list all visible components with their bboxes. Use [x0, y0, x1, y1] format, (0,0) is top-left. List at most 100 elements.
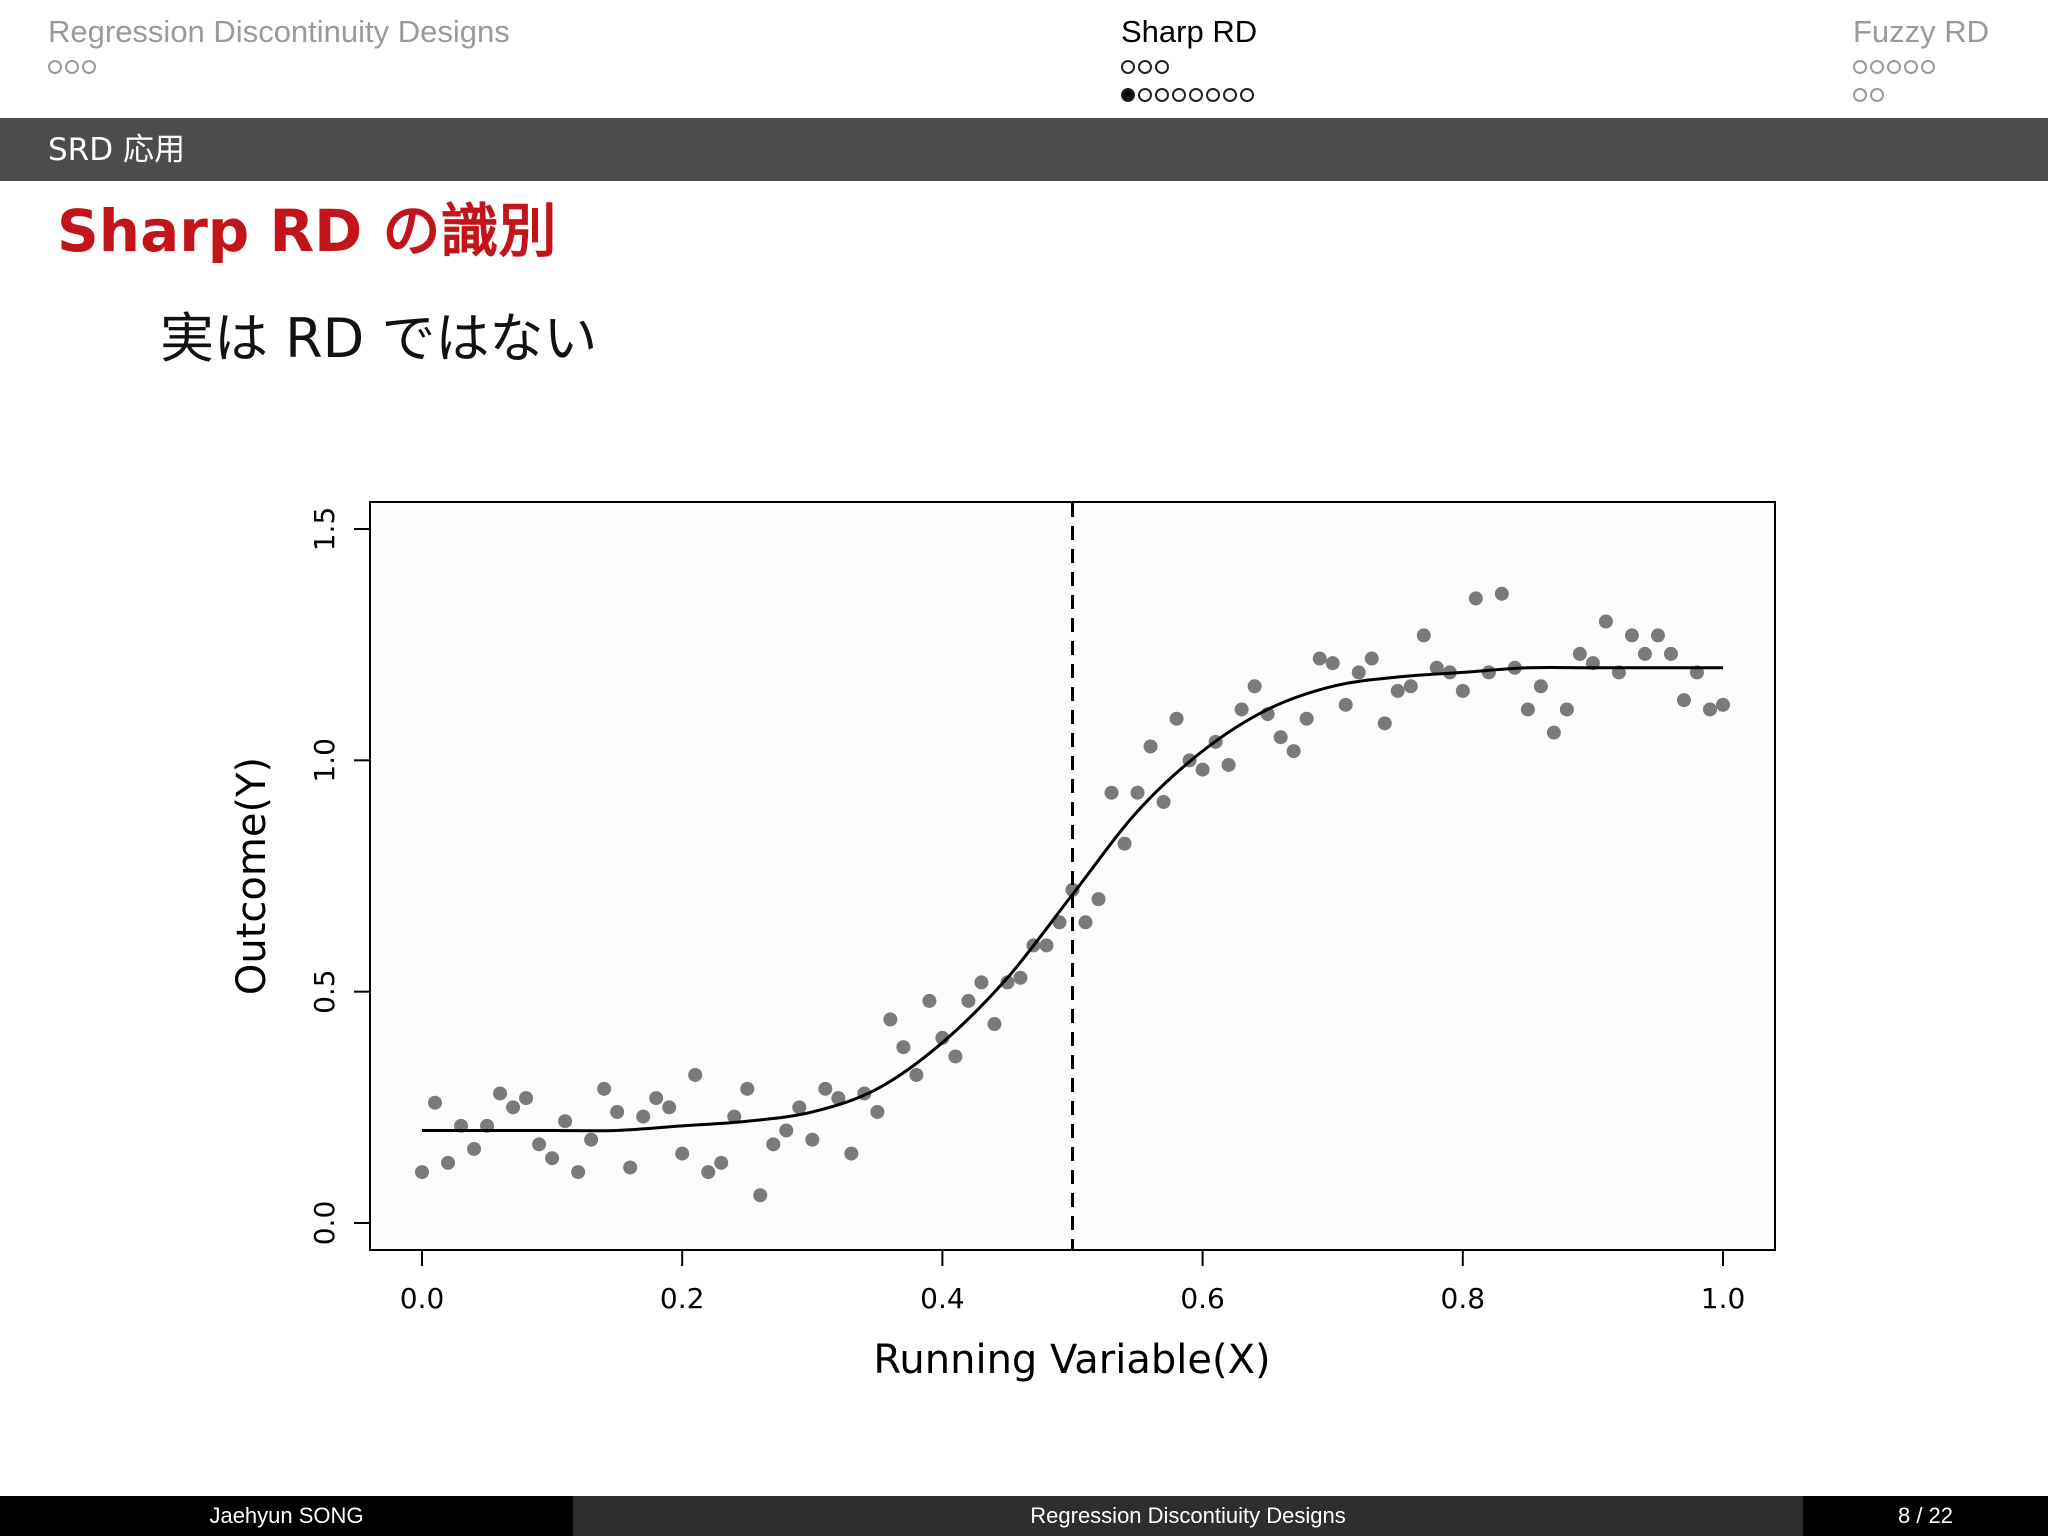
data-point [1156, 794, 1171, 809]
nav-section-fuzzy-rd[interactable]: Fuzzy RD [1853, 14, 1989, 106]
data-point [519, 1091, 534, 1106]
slide-dot[interactable] [1887, 60, 1901, 74]
data-point [1273, 730, 1288, 745]
data-point [649, 1091, 664, 1106]
slide-dot[interactable] [1870, 60, 1884, 74]
slide-dot[interactable] [1870, 88, 1884, 102]
nav-dots-row [1853, 56, 1989, 78]
nav-section-regression-discontinuity-designs[interactable]: Regression Discontinuity Designs [48, 14, 510, 78]
data-point [1169, 711, 1184, 726]
data-point [1637, 646, 1652, 661]
data-point [1676, 693, 1691, 708]
data-point [961, 993, 976, 1008]
nav-section-title[interactable]: Sharp RD [1121, 14, 1258, 49]
footer-title: Regression Discontiuity Designs [573, 1496, 1803, 1536]
nav-dots-row [1853, 84, 1989, 106]
data-point [1416, 628, 1431, 643]
footer-page-number: 8 / 22 [1803, 1496, 2048, 1536]
y-tick-label: 0.0 [308, 1201, 341, 1246]
nav-section-title[interactable]: Fuzzy RD [1853, 14, 1990, 49]
data-point [1546, 725, 1561, 740]
data-point [727, 1109, 742, 1124]
data-point [948, 1049, 963, 1064]
data-point [1091, 892, 1106, 907]
data-point [662, 1100, 677, 1115]
data-point [441, 1155, 456, 1170]
x-tick-label: 0.2 [660, 1282, 705, 1315]
slide-dot[interactable] [1223, 88, 1237, 102]
slide-dot[interactable] [65, 60, 79, 74]
x-axis-label: Running Variable(X) [873, 1337, 1270, 1383]
data-point [805, 1132, 820, 1147]
data-point [1143, 739, 1158, 754]
data-point [909, 1067, 924, 1082]
slide-dot[interactable] [1155, 88, 1169, 102]
data-point [1104, 785, 1119, 800]
data-point [1065, 882, 1080, 897]
nav-section-sharp-rd[interactable]: Sharp RD [1121, 14, 1257, 106]
slide-dot[interactable] [1240, 88, 1254, 102]
data-point [1078, 915, 1093, 930]
data-point [1195, 762, 1210, 777]
y-tick-label: 1.0 [308, 738, 341, 783]
data-point [1013, 970, 1028, 985]
data-point [1234, 702, 1249, 717]
data-point [974, 975, 989, 990]
slide-dot[interactable] [1189, 88, 1203, 102]
data-point [740, 1081, 755, 1096]
data-point [792, 1100, 807, 1115]
data-point [1559, 702, 1574, 717]
data-point [1716, 697, 1730, 712]
current-slide-dot[interactable] [1121, 88, 1135, 102]
slide-dot[interactable] [1138, 60, 1152, 74]
data-point [688, 1067, 703, 1082]
slide-dot[interactable] [1206, 88, 1220, 102]
nav-dots-row [1121, 84, 1257, 106]
data-point [1481, 665, 1496, 680]
data-point [1338, 697, 1353, 712]
data-point [831, 1091, 846, 1106]
data-point [597, 1081, 612, 1096]
nav-section-dots [48, 56, 510, 78]
slide-dot[interactable] [1172, 88, 1186, 102]
slide-dot[interactable] [1138, 88, 1152, 102]
data-point [1325, 656, 1340, 671]
data-point [1624, 628, 1639, 643]
nav-section-title[interactable]: Regression Discontinuity Designs [48, 14, 510, 49]
data-point [1650, 628, 1665, 643]
data-point [1403, 679, 1418, 694]
data-point [870, 1104, 885, 1119]
slide-dot[interactable] [1853, 60, 1867, 74]
footer-bar: Jaehyun SONG Regression Discontiuity Des… [0, 1496, 2048, 1536]
scatter-chart: 0.0 0.5 1.0 1.5 0.0 0.2 0.4 0.6 0.8 1.0 Running … [229, 501, 1776, 1383]
nav-dots-row [1121, 56, 1257, 78]
data-point [675, 1146, 690, 1161]
slide-dot[interactable] [1853, 88, 1867, 102]
data-point [1455, 683, 1470, 698]
nav-dots-row [48, 56, 510, 78]
slide-dot[interactable] [1921, 60, 1935, 74]
slide-dot[interactable] [48, 60, 62, 74]
slide-title: Sharp RD の識別 [57, 197, 557, 265]
slide-dot[interactable] [1121, 60, 1135, 74]
slide-dot[interactable] [1155, 60, 1169, 74]
data-point [922, 993, 937, 1008]
data-point [1130, 785, 1145, 800]
y-tick-label: 1.5 [308, 507, 341, 552]
slide-dot[interactable] [1904, 60, 1918, 74]
frame-subtitle: SRD 応用 [48, 132, 185, 168]
data-point [467, 1141, 482, 1156]
data-point [1598, 614, 1613, 629]
data-point [1663, 646, 1678, 661]
x-tick-label: 0.4 [920, 1282, 965, 1315]
data-point [1364, 651, 1379, 666]
data-point [753, 1188, 768, 1203]
data-point [818, 1081, 833, 1096]
slide-dot[interactable] [82, 60, 96, 74]
nav-section-dots [1853, 56, 1989, 106]
y-tick-label: 0.5 [308, 969, 341, 1014]
data-point [506, 1100, 521, 1115]
x-tick-label: 0.0 [400, 1282, 445, 1315]
data-point [1039, 938, 1054, 953]
data-point [623, 1160, 638, 1175]
